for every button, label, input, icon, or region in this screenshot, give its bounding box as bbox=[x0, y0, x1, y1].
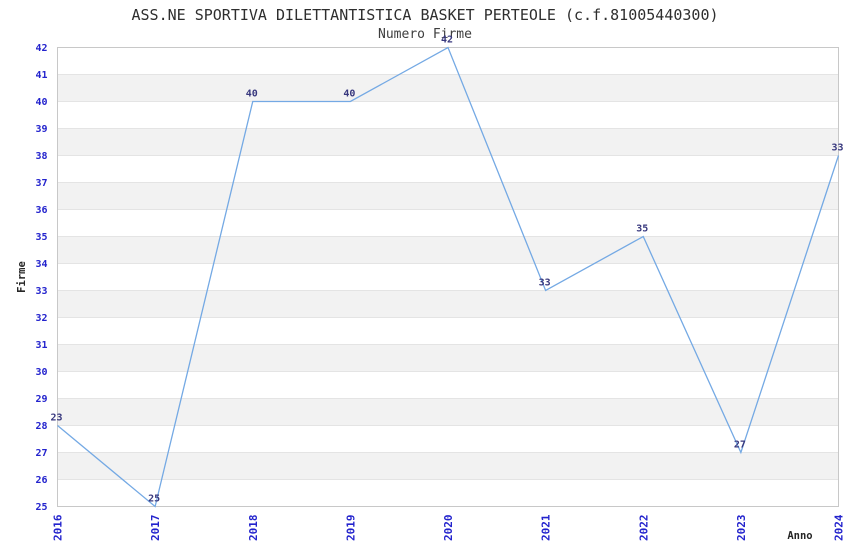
x-tick-label: 2023 bbox=[735, 515, 748, 542]
data-line bbox=[57, 46, 840, 508]
y-tick-label: 36 bbox=[35, 205, 47, 216]
y-tick-label: 25 bbox=[35, 502, 47, 513]
x-tick-label: 2016 bbox=[52, 514, 65, 541]
y-tick-label: 35 bbox=[35, 232, 47, 243]
y-tick-label: 38 bbox=[35, 151, 47, 162]
plot-band bbox=[57, 74, 839, 102]
point-label: 25 bbox=[148, 494, 160, 505]
x-tick-label: 2022 bbox=[637, 515, 650, 542]
x-axis-label: Anno bbox=[787, 530, 813, 542]
y-tick-label: 42 bbox=[35, 43, 47, 54]
x-tick-label: 2020 bbox=[442, 515, 455, 542]
plot-band bbox=[57, 452, 839, 480]
y-tick-label: 41 bbox=[35, 70, 47, 81]
plot-band bbox=[57, 128, 839, 156]
x-tick-label: 2021 bbox=[540, 514, 553, 541]
point-label: 33 bbox=[831, 143, 843, 154]
plot-band bbox=[57, 290, 839, 318]
point-label: 23 bbox=[50, 413, 62, 424]
chart-subtitle: Numero Firme bbox=[378, 27, 472, 42]
y-tick-label: 37 bbox=[35, 178, 47, 189]
y-tick-label: 30 bbox=[35, 367, 47, 378]
x-tick-label: 2024 bbox=[833, 514, 846, 541]
x-tick-label: 2018 bbox=[247, 515, 260, 542]
point-label: 40 bbox=[246, 89, 258, 100]
y-tick-label: 31 bbox=[35, 340, 47, 351]
y-tick-label: 33 bbox=[35, 286, 47, 297]
x-tick-label: 2019 bbox=[344, 515, 357, 542]
y-tick-label: 34 bbox=[35, 259, 47, 270]
chart-title: ASS.NE SPORTIVA DILETTANTISTICA BASKET P… bbox=[131, 6, 719, 24]
y-tick-label: 26 bbox=[35, 475, 47, 486]
point-label: 40 bbox=[343, 89, 355, 100]
point-label: 35 bbox=[636, 224, 648, 235]
plot-band bbox=[57, 236, 839, 264]
x-tick-label: 2017 bbox=[149, 515, 162, 542]
y-tick-label: 40 bbox=[35, 97, 47, 108]
point-label: 33 bbox=[539, 278, 551, 289]
y-tick-label: 32 bbox=[35, 313, 47, 324]
plot-border bbox=[57, 47, 839, 507]
y-tick-label: 28 bbox=[35, 421, 47, 432]
y-tick-label: 27 bbox=[35, 448, 47, 459]
point-label: 42 bbox=[441, 35, 453, 46]
y-tick-label: 39 bbox=[35, 124, 47, 135]
plot-band bbox=[57, 182, 839, 210]
y-axis-label: Firme bbox=[16, 261, 28, 293]
point-label: 27 bbox=[734, 440, 746, 451]
plot-band bbox=[57, 398, 839, 426]
plot-band bbox=[57, 344, 839, 372]
y-tick-label: 29 bbox=[35, 394, 47, 405]
